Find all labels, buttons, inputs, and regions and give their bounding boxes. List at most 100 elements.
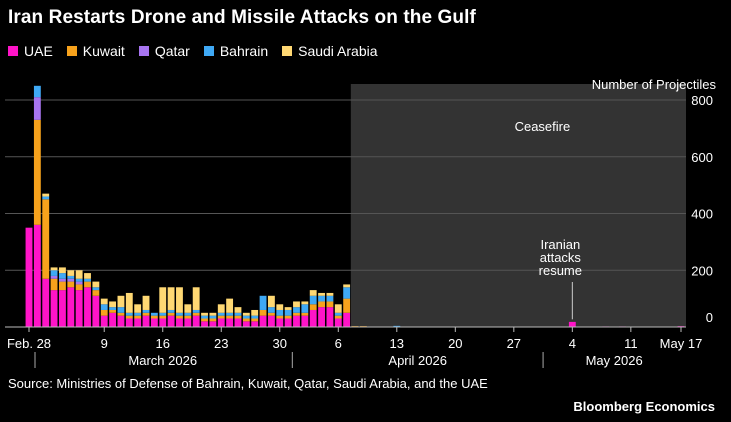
bar-segment-saudi-arabia: [67, 270, 75, 276]
bar-segment-saudi-arabia: [284, 307, 292, 310]
bar-segment-saudi-arabia: [42, 193, 50, 197]
legend-swatch: [138, 46, 149, 56]
bar-segment-uae: [75, 290, 83, 327]
bar-segment-uae: [92, 295, 100, 327]
bar-segment-uae: [217, 318, 225, 327]
bar-segment-kuwait: [100, 309, 108, 316]
bar-segment-uae: [159, 318, 167, 327]
bar-segment-bahrain: [242, 315, 250, 319]
ceasefire-region: [350, 84, 686, 327]
bar-segment-saudi-arabia: [159, 287, 167, 313]
bar-segment-kuwait: [234, 315, 242, 319]
source-note: Source: Ministries of Defense of Bahrain…: [8, 376, 488, 391]
bar-segment-kuwait: [267, 312, 275, 316]
bar-segment-saudi-arabia: [343, 284, 351, 288]
bar-segment-uae: [234, 318, 242, 327]
bar-segment-kuwait: [42, 199, 50, 279]
bar-segment-uae: [117, 315, 125, 327]
bar-segment-kuwait: [293, 312, 300, 316]
bar-segment-bahrain: [334, 312, 342, 316]
bar-segment-kuwait: [201, 318, 208, 322]
bar-segment-bahrain: [59, 273, 66, 279]
bar-segment-uae: [176, 318, 183, 327]
bar-segment-uae: [25, 227, 33, 327]
x-tick-label: May 17: [660, 336, 703, 351]
y-tick-label: 0: [706, 310, 713, 325]
bar-segment-kuwait: [92, 290, 100, 296]
bar-segment-bahrain: [176, 312, 183, 316]
legend: UAE Kuwait Qatar Bahrain Saudi Arabia: [8, 43, 378, 59]
bar-segment-uae: [100, 315, 108, 327]
legend-swatch: [8, 46, 18, 56]
bar-segment-kuwait: [117, 312, 125, 316]
bar-segment-bahrain: [293, 307, 300, 313]
bar-segment-bahrain: [201, 315, 208, 319]
bar-segment-bahrain: [393, 325, 401, 327]
bar-segment-kuwait: [209, 318, 217, 322]
bar-segment-saudi-arabia: [84, 273, 91, 279]
bar-segment-uae: [109, 312, 117, 327]
bar-segment-kuwait: [326, 301, 334, 308]
bar-segment-bahrain: [326, 295, 334, 302]
bar-segment-uae: [167, 315, 175, 327]
bar-segment-kuwait: [109, 309, 117, 313]
bar-segment-bahrain: [134, 312, 142, 316]
legend-swatch: [66, 46, 77, 56]
bar-segment-kuwait: [217, 315, 225, 319]
bar-segment-bahrain: [150, 312, 158, 316]
bar-segment-bahrain: [50, 270, 58, 276]
bar-segment-kuwait: [125, 315, 133, 319]
y-tick-label: 600: [691, 150, 713, 165]
bar-segment-kuwait: [50, 278, 58, 291]
y-tick-label: 200: [691, 263, 713, 278]
bar-segment-kuwait: [284, 315, 292, 319]
legend-label: UAE: [24, 43, 53, 59]
bar-segment-saudi-arabia: [301, 301, 309, 305]
bar-segment-kuwait: [142, 312, 150, 316]
bar-segment-uae: [568, 321, 576, 327]
bar-segment-bahrain: [33, 85, 41, 98]
bar-segment-kuwait: [309, 304, 317, 310]
month-label: March 2026: [128, 353, 197, 368]
bar-segment-uae: [259, 315, 267, 327]
bar-segment-bahrain: [251, 315, 259, 319]
bar-segment-uae: [267, 315, 275, 327]
bar-segment-kuwait: [176, 315, 183, 319]
bar-segment-uae: [125, 318, 133, 327]
x-tick-label: 16: [156, 336, 170, 351]
bar-segment-kuwait: [334, 315, 342, 319]
legend-label: Qatar: [154, 43, 190, 59]
bar-segment-saudi-arabia: [251, 309, 259, 316]
bar-segment-saudi-arabia: [334, 304, 342, 313]
bar-segment-bahrain: [234, 312, 242, 316]
bar-segment-uae: [318, 307, 325, 327]
bar-segment-uae: [309, 309, 317, 327]
legend-item-saudi-arabia: Saudi Arabia: [282, 43, 378, 59]
bar-segment-bahrain: [84, 278, 91, 282]
bar-segment-bahrain: [226, 312, 234, 316]
brand-logo-text: Bloomberg Economics: [573, 399, 715, 414]
bar-segment-bahrain: [343, 287, 351, 299]
bar-segment-saudi-arabia: [234, 307, 242, 313]
bar-segment-kuwait: [242, 318, 250, 322]
bar-segment-uae: [84, 287, 91, 327]
month-label: May 2026: [586, 353, 643, 368]
legend-swatch: [203, 46, 214, 56]
x-tick-label: 11: [624, 336, 638, 351]
bar-segment-bahrain: [284, 309, 292, 316]
x-tick-label: 4: [569, 336, 576, 351]
callout-label-line: attacks: [540, 250, 582, 265]
bar-segment-kuwait: [84, 281, 91, 288]
bar-segment-qatar: [50, 275, 58, 279]
bar-segment-uae: [150, 318, 158, 327]
legend-label: Kuwait: [82, 43, 125, 59]
bar-segment-kuwait: [150, 315, 158, 319]
bar-segment-saudi-arabia: [226, 298, 234, 313]
bar-segment-saudi-arabia: [92, 281, 100, 288]
bar-segment-bahrain: [67, 275, 75, 279]
bar-segment-bahrain: [259, 295, 267, 310]
bar-segment-qatar: [67, 278, 75, 282]
bar-segment-uae: [209, 321, 217, 327]
bar-segment-saudi-arabia: [201, 312, 208, 316]
bar-segment-uae: [59, 290, 66, 327]
